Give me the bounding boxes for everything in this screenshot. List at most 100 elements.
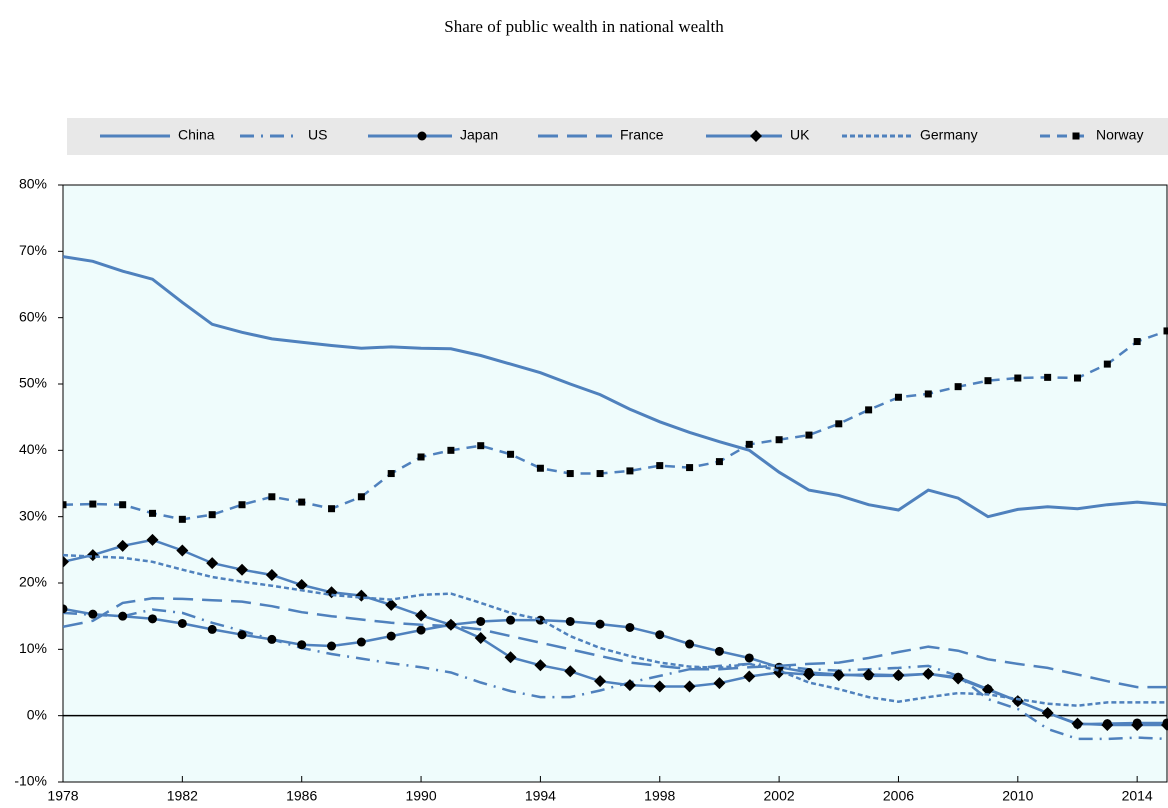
marker xyxy=(1011,695,1024,708)
marker xyxy=(63,501,67,509)
marker xyxy=(750,130,762,142)
marker xyxy=(417,131,427,141)
y-tick-label: 20% xyxy=(19,574,47,590)
marker xyxy=(805,431,813,439)
marker xyxy=(655,630,665,640)
x-tick-label: 1978 xyxy=(47,788,78,804)
marker xyxy=(146,533,159,546)
marker xyxy=(237,630,247,640)
marker xyxy=(922,667,935,680)
marker xyxy=(802,668,815,681)
marker xyxy=(238,501,246,509)
marker xyxy=(417,453,425,461)
marker xyxy=(596,470,604,478)
marker xyxy=(683,680,696,693)
marker xyxy=(386,631,396,641)
y-tick-label: 10% xyxy=(19,640,47,656)
marker xyxy=(268,493,276,501)
marker xyxy=(506,615,516,625)
marker xyxy=(865,406,873,414)
marker xyxy=(178,515,186,523)
legend-label: UK xyxy=(790,127,810,143)
legend-label: China xyxy=(178,127,215,143)
marker xyxy=(385,598,398,611)
marker xyxy=(1073,374,1081,382)
y-tick-label: 80% xyxy=(19,176,47,192)
marker xyxy=(564,665,577,678)
x-tick-label: 2010 xyxy=(1002,788,1033,804)
y-tick-label: 60% xyxy=(19,308,47,324)
marker xyxy=(118,611,128,621)
marker xyxy=(504,651,517,664)
x-tick-label: 1994 xyxy=(525,788,556,804)
x-tick-label: 1998 xyxy=(644,788,675,804)
marker xyxy=(63,604,68,614)
marker xyxy=(206,557,219,570)
marker xyxy=(924,390,932,398)
y-tick-label: 30% xyxy=(19,507,47,523)
marker xyxy=(1131,718,1144,731)
marker xyxy=(177,618,187,628)
marker xyxy=(745,440,753,448)
marker xyxy=(176,544,189,557)
marker xyxy=(507,450,515,458)
marker xyxy=(1161,718,1168,731)
x-tick-label: 1990 xyxy=(405,788,436,804)
marker xyxy=(265,569,278,582)
marker xyxy=(832,669,845,682)
marker xyxy=(415,609,428,622)
marker xyxy=(444,618,457,631)
marker xyxy=(743,670,756,683)
marker xyxy=(1041,707,1054,720)
marker xyxy=(952,672,965,685)
marker xyxy=(267,634,277,644)
marker xyxy=(1163,327,1168,335)
marker xyxy=(208,511,216,519)
marker xyxy=(656,462,664,470)
marker xyxy=(775,436,783,444)
marker xyxy=(534,659,547,672)
marker xyxy=(566,470,574,478)
marker xyxy=(653,680,666,693)
marker xyxy=(1101,718,1114,731)
marker xyxy=(387,470,395,478)
legend-label: US xyxy=(308,127,327,143)
marker xyxy=(623,679,636,692)
marker xyxy=(86,549,99,562)
y-tick-label: 40% xyxy=(19,441,47,457)
x-tick-label: 2006 xyxy=(883,788,914,804)
marker xyxy=(565,616,575,626)
marker xyxy=(116,539,129,552)
marker xyxy=(894,393,902,401)
marker xyxy=(626,467,634,475)
marker xyxy=(685,639,695,649)
series-line xyxy=(63,608,1168,741)
marker xyxy=(594,675,607,688)
marker xyxy=(835,420,843,428)
marker xyxy=(1071,717,1084,730)
marker xyxy=(298,498,306,506)
chart-title: Share of public wealth in national wealt… xyxy=(444,17,724,36)
marker xyxy=(862,668,875,681)
marker xyxy=(984,377,992,385)
marker xyxy=(356,637,366,647)
marker xyxy=(744,653,754,663)
marker xyxy=(1133,338,1141,346)
marker xyxy=(474,632,487,645)
plot-lines xyxy=(63,255,1168,741)
y-tick-label: 70% xyxy=(19,242,47,258)
legend-label: Germany xyxy=(920,127,978,143)
marker xyxy=(63,555,69,568)
y-tick-label: -10% xyxy=(14,773,47,789)
marker xyxy=(1072,132,1080,140)
marker xyxy=(119,501,127,509)
marker xyxy=(713,677,726,690)
marker xyxy=(892,669,905,682)
series-line xyxy=(63,597,1167,689)
marker xyxy=(954,383,962,391)
x-tick-label: 2002 xyxy=(764,788,795,804)
marker xyxy=(714,646,724,656)
marker xyxy=(149,509,157,517)
marker xyxy=(297,640,307,650)
